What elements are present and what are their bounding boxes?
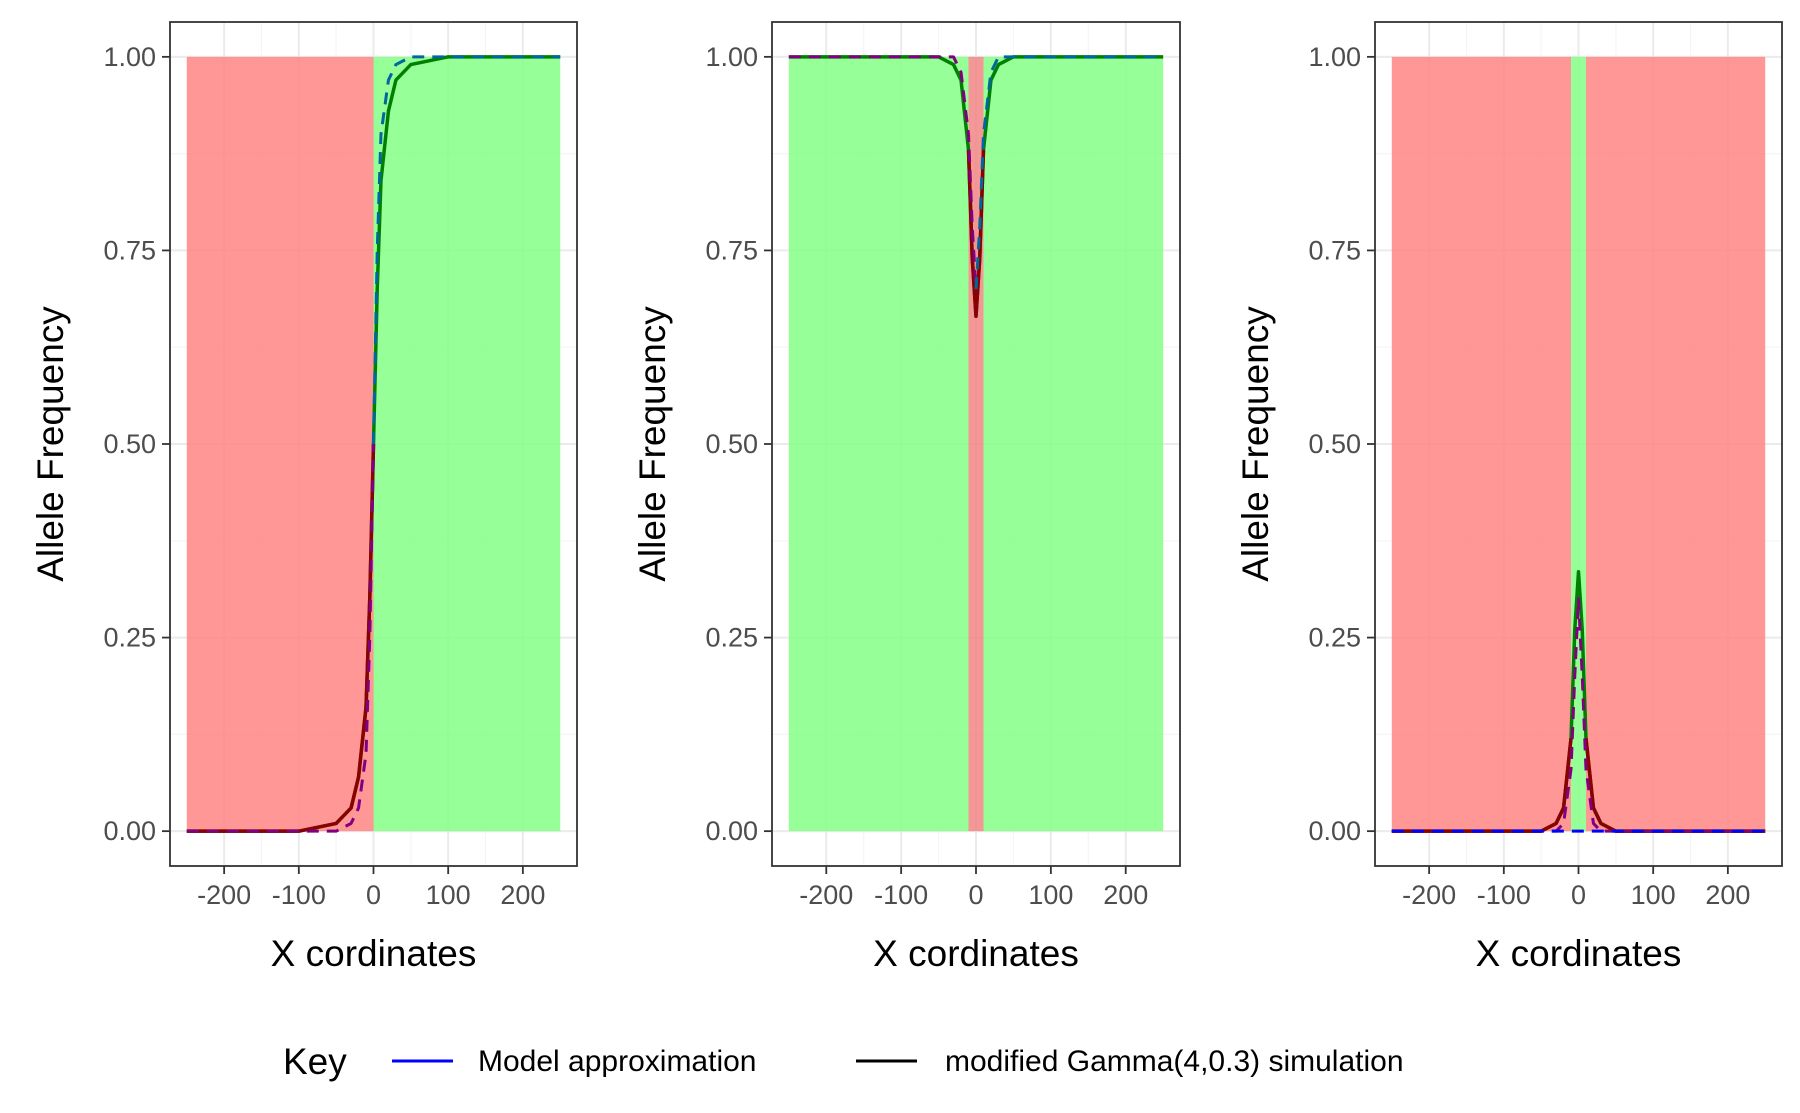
- x-tick-label: -100: [272, 880, 326, 910]
- x-tick-label: 0: [366, 880, 381, 910]
- background-region: [983, 56, 1164, 832]
- y-tick-label: 0.50: [1308, 429, 1361, 459]
- legend-title: Key: [283, 1041, 347, 1082]
- x-tick-label: -100: [1477, 880, 1531, 910]
- legend-label-gamma-simulation: modified Gamma(4,0.3) simulation: [945, 1045, 1404, 1078]
- x-tick-label: -200: [1402, 880, 1456, 910]
- y-tick-label: 0.75: [705, 235, 758, 265]
- x-tick-label: 100: [1028, 880, 1073, 910]
- x-tick-label: 200: [500, 880, 545, 910]
- background-region: [1391, 56, 1572, 832]
- legend-label-model-approximation: Model approximation: [478, 1045, 756, 1078]
- y-tick-label: 0.50: [103, 429, 156, 459]
- x-axis-title: X cordinates: [873, 933, 1079, 974]
- y-axis-title: Allele Frequency: [1235, 306, 1276, 582]
- background-region: [788, 56, 969, 832]
- y-tick-label: 1.00: [103, 42, 156, 72]
- x-tick-label: -200: [799, 880, 853, 910]
- legend: Key Model approximation modified Gamma(4…: [283, 1041, 1404, 1082]
- background-region: [186, 56, 374, 832]
- background-region: [373, 56, 561, 832]
- x-tick-label: 200: [1103, 880, 1148, 910]
- series-line: [186, 443, 376, 833]
- y-tick-label: 0.25: [1308, 623, 1361, 653]
- y-tick-label: 0.75: [103, 235, 156, 265]
- panel-middle: 0.00 0.25 0.50 0.75 1.00 -200 -100 0 100 200 X cor…: [632, 21, 1181, 974]
- y-tick-label: 1.00: [705, 42, 758, 72]
- x-tick-label: 0: [1571, 880, 1586, 910]
- x-tick-label: -200: [197, 880, 251, 910]
- y-tick-label: 0.25: [103, 623, 156, 653]
- background-region: [1585, 56, 1766, 832]
- x-tick-label: 100: [1631, 880, 1676, 910]
- x-axis-title: X cordinates: [271, 933, 477, 974]
- y-tick-label: 0.00: [705, 816, 758, 846]
- y-tick-label: 1.00: [1308, 42, 1361, 72]
- chart-panels: 0.00 0.25 0.50 0.75 1.00 -200 -100 0 100 200 X cor…: [30, 21, 1783, 974]
- series-line: [1391, 738, 1573, 833]
- series-line: [1391, 597, 1766, 833]
- panel-left: 0.00 0.25 0.50 0.75 1.00 -200 -100 0 100 200 X cor…: [30, 21, 578, 974]
- y-tick-label: 0.75: [1308, 235, 1361, 265]
- x-tick-label: 100: [426, 880, 471, 910]
- series-line: [788, 55, 978, 290]
- y-tick-label: 0.25: [705, 623, 758, 653]
- x-tick-label: 0: [968, 880, 983, 910]
- y-tick-label: 0.00: [103, 816, 156, 846]
- x-tick-label: 200: [1705, 880, 1750, 910]
- y-axis-title: Allele Frequency: [30, 306, 71, 582]
- y-axis-title: Allele Frequency: [632, 306, 673, 582]
- x-tick-label: -100: [874, 880, 928, 910]
- y-tick-label: 0.00: [1308, 816, 1361, 846]
- series-line: [372, 55, 561, 445]
- y-tick-label: 0.50: [705, 429, 758, 459]
- series-line: [974, 55, 1164, 290]
- panel-right: 0.00 0.25 0.50 0.75 1.00 -200 -100 0 100 200 X cor…: [1235, 21, 1783, 974]
- x-axis-title: X cordinates: [1476, 933, 1682, 974]
